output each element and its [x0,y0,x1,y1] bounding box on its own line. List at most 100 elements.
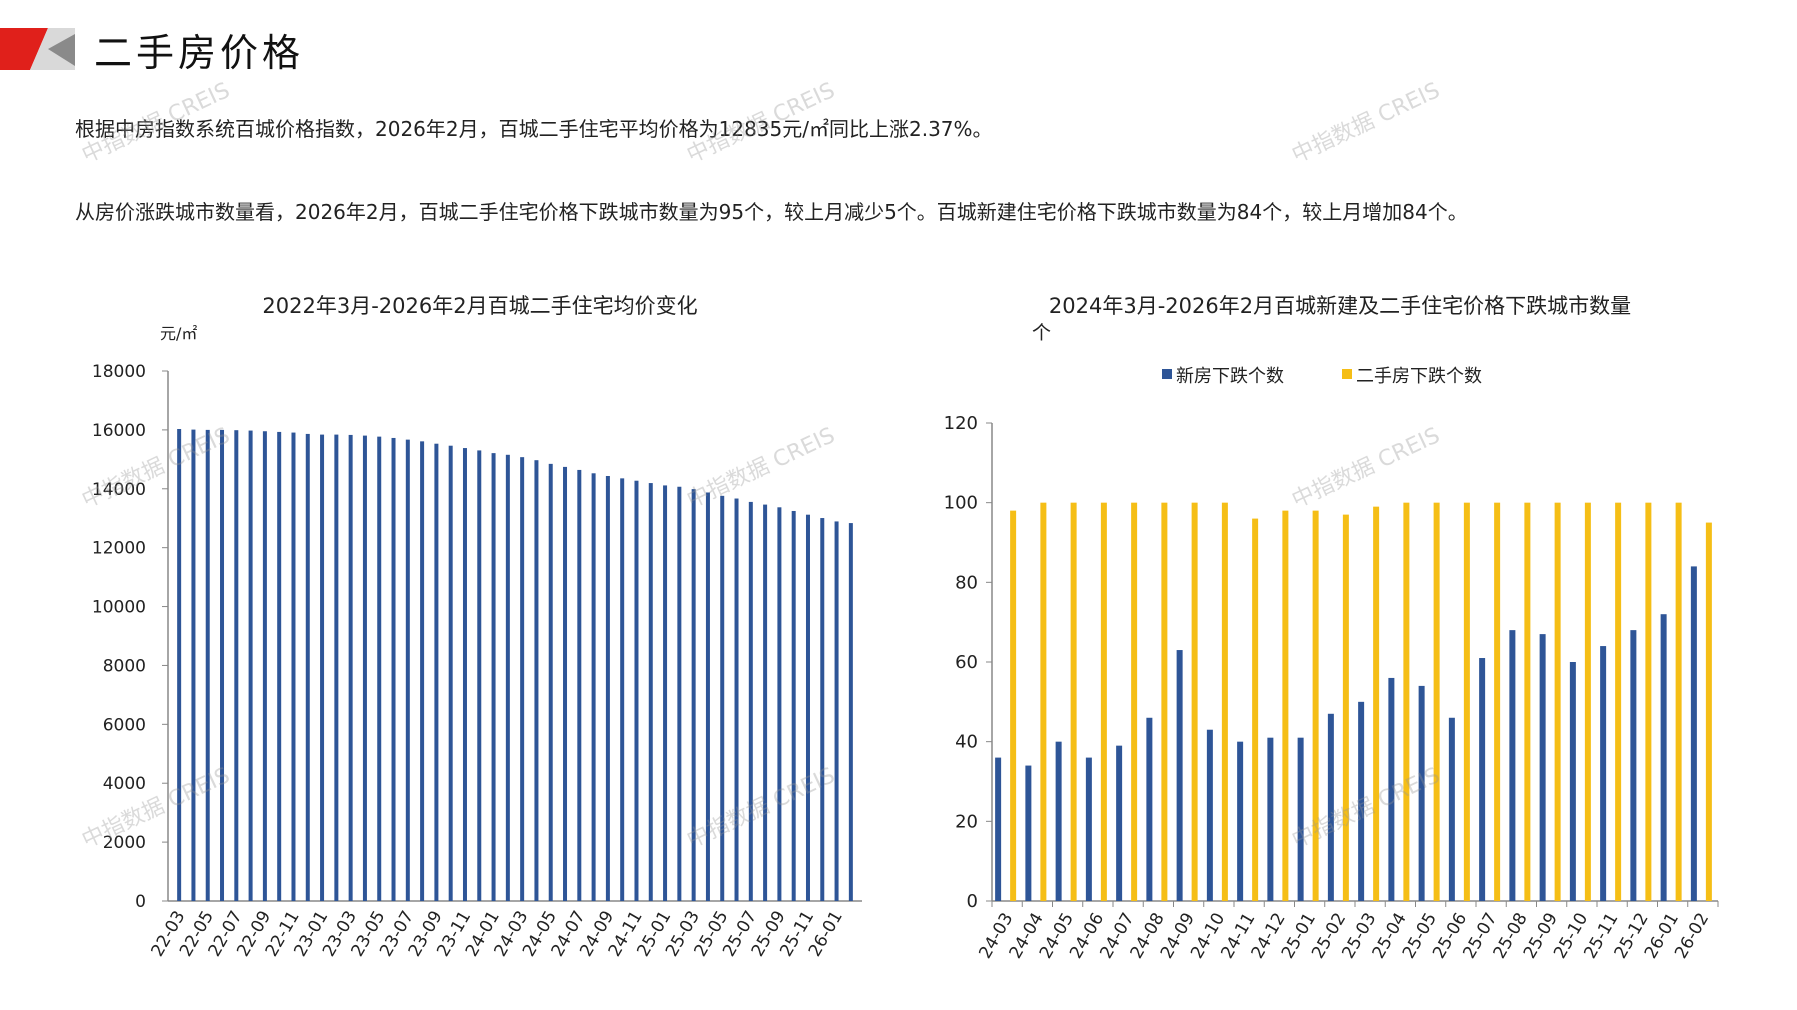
bar-24-12 [648,483,653,901]
y-tick-label: 14000 [92,480,146,500]
bar-24-10 [620,478,625,901]
bar-22-09 [262,431,267,901]
bar-23-11 [462,448,467,901]
bar-25-08 [763,504,768,901]
bar-25-09 [777,507,782,901]
bar-24-06 [563,466,568,901]
bar-resale-25-02 [1342,514,1349,901]
bar-resale-25-11 [1615,502,1622,901]
bar-new-26-02 [1690,566,1697,901]
legend-label-resale: 二手房下跌个数 [1356,366,1482,387]
bar-resale-24-04 [1040,502,1047,901]
bar-new-24-03 [995,757,1002,901]
bar-25-10 [791,510,796,901]
bar-25-11 [805,514,810,901]
bar-new-25-07 [1479,658,1486,901]
bar-22-07 [234,430,239,901]
bar-resale-24-10 [1221,502,1228,901]
bar-resale-25-09 [1554,502,1561,901]
bar-resale-24-11 [1252,518,1259,901]
bar-new-25-10 [1569,662,1576,901]
bar-new-24-09 [1176,650,1183,901]
bar-resale-26-02 [1705,522,1712,901]
bar-resale-25-08 [1524,502,1531,901]
bar-25-12 [820,518,825,901]
bar-new-25-08 [1509,630,1516,901]
bar-new-25-05 [1418,685,1425,901]
y-tick-label: 0 [135,892,146,912]
bar-new-25-03 [1358,701,1365,901]
bar-23-09 [434,443,439,901]
y-tick-label: 120 [944,413,978,434]
bar-new-24-07 [1116,745,1123,901]
y-tick-label: 40 [955,732,978,753]
bar-22-05 [205,429,210,901]
bar-new-25-02 [1327,713,1334,901]
bar-24-07 [577,469,582,901]
bar-resale-24-07 [1131,502,1138,901]
bar-23-03 [348,434,353,901]
y-tick-label: 0 [967,891,978,912]
y-tick-label: 20 [955,811,978,832]
summary-paragraph-1: 根据中房指数系统百城价格指数，2026年2月，百城二手住宅平均价格为12835元… [75,117,993,141]
right-chart-unit: 个 [1032,322,1052,344]
bar-24-02 [505,454,510,901]
bar-23-05 [377,436,382,901]
y-tick-label: 8000 [103,656,146,676]
legend-swatch-new [1162,369,1172,379]
y-tick-label: 80 [955,572,978,593]
bar-resale-25-10 [1584,502,1591,901]
bar-26-02 [848,523,853,901]
bar-new-25-11 [1600,646,1607,901]
bar-22-08 [248,430,253,901]
bar-24-03 [520,457,525,901]
bar-new-24-05 [1055,741,1062,901]
bar-24-08 [591,473,596,901]
summary-paragraph-2: 从房价涨跌城市数量看，2026年2月，百城二手住宅价格下跌城市数量为95个，较上… [75,200,1468,224]
y-tick-label: 12000 [92,539,146,559]
bar-resale-25-12 [1645,502,1652,901]
bar-resale-25-07 [1494,502,1501,901]
legend-label-new: 新房下跌个数 [1176,366,1284,387]
y-tick-label: 4000 [103,774,146,794]
bar-new-25-09 [1539,634,1546,901]
bar-24-09 [605,475,610,901]
left-chart-unit: 元/㎡ [160,324,198,343]
bar-new-24-04 [1025,765,1032,901]
bar-23-12 [477,450,482,901]
bar-24-04 [534,460,539,901]
bar-23-02 [334,434,339,901]
bar-resale-26-01 [1675,502,1682,901]
bar-24-11 [634,480,639,901]
bar-22-10 [277,431,282,901]
bar-23-08 [420,441,425,901]
bar-new-24-11 [1237,741,1244,901]
bar-25-02 [677,486,682,901]
bar-resale-25-06 [1463,502,1470,901]
bar-25-06 [734,498,739,901]
bar-resale-24-12 [1282,510,1289,901]
y-tick-label: 18000 [92,362,146,382]
bar-new-25-06 [1448,717,1455,901]
bar-new-24-08 [1146,717,1153,901]
bar-new-25-12 [1630,630,1637,901]
bar-new-25-01 [1297,737,1304,901]
legend-swatch-resale [1342,369,1352,379]
bar-resale-25-05 [1433,502,1440,901]
y-tick-label: 6000 [103,715,146,735]
bar-23-04 [362,435,367,901]
bar-25-01 [663,485,668,901]
y-tick-label: 10000 [92,598,146,618]
bar-resale-24-05 [1070,502,1077,901]
bar-25-07 [748,501,753,901]
bar-new-25-04 [1388,677,1395,901]
bar-23-07 [405,439,410,901]
bar-22-03 [177,429,182,901]
bar-resale-24-03 [1010,510,1017,901]
bar-24-05 [548,463,553,901]
bar-resale-24-09 [1191,502,1198,901]
y-tick-label: 100 [944,493,978,514]
bar-25-04 [705,492,710,901]
